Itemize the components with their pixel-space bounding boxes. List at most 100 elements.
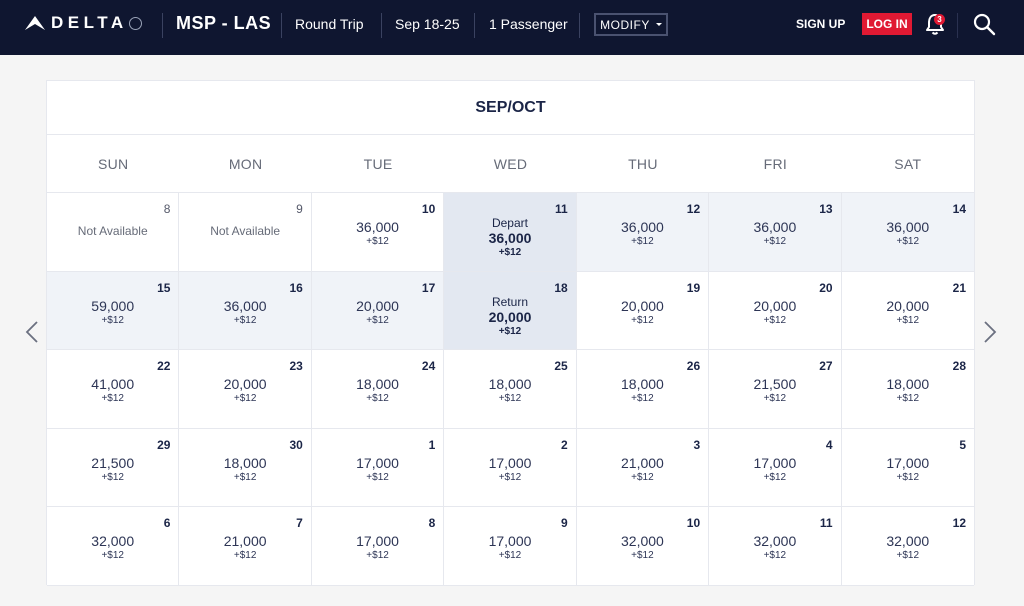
divider — [162, 13, 163, 38]
calendar-day-selected[interactable]: 11 Depart 36,000 +$12 — [444, 193, 577, 272]
taxes-fees: +$12 — [631, 550, 654, 561]
weekday-wed: WED — [493, 155, 528, 172]
sign-up-link[interactable]: SIGN UP — [796, 17, 846, 31]
calendar-day[interactable]: 19 20,000 +$12 — [576, 271, 710, 350]
divider — [579, 13, 580, 38]
calendar-day[interactable]: 12 32,000 +$12 — [841, 507, 974, 586]
delta-logo[interactable]: DELTA — [25, 13, 142, 33]
taxes-fees: +$12 — [366, 314, 389, 326]
calendar-day[interactable]: 6 32,000 +$12 — [47, 507, 180, 586]
calendar-day[interactable]: 17 20,000 +$12 — [311, 271, 445, 350]
taxes-fees: +$12 — [101, 393, 124, 404]
calendar-day[interactable]: 23 20,000 +$12 — [179, 350, 312, 429]
calendar-day[interactable]: 27 21,500 +$12 — [709, 350, 842, 429]
taxes-fees: +$12 — [896, 314, 920, 326]
day-number: 27 — [819, 359, 833, 373]
day-number: 17 — [421, 280, 436, 295]
taxes-fees: +$12 — [233, 314, 257, 326]
miles-price: 59,000 — [91, 297, 135, 314]
taxes-fees: +$12 — [896, 393, 920, 404]
calendar-day-selected[interactable]: 18 Return 20,000 +$12 — [444, 271, 577, 350]
fare-info: 21,500 +$12 — [709, 376, 840, 405]
calendar-day[interactable]: 10 36,000 +$12 — [311, 193, 445, 272]
calendar-day[interactable]: 13 36,000 +$12 — [709, 193, 842, 272]
fare-info: 18,000 +$12 — [312, 376, 443, 405]
calendar-day[interactable]: 10 32,000 +$12 — [576, 507, 710, 586]
calendar-day[interactable]: 25 18,000 +$12 — [444, 350, 577, 429]
day-number: 12 — [686, 202, 701, 216]
calendar-day[interactable]: 5 17,000 +$12 — [841, 428, 974, 507]
day-number: 21 — [952, 280, 966, 295]
calendar-day[interactable]: 3 21,000 +$12 — [576, 428, 710, 507]
miles-price: 36,000 — [886, 219, 930, 235]
top-nav-bar: DELTA MSP - LAS Round Trip Sep 18-25 1 P… — [0, 0, 1024, 55]
calendar-day[interactable]: 22 41,000 +$12 — [47, 350, 180, 429]
taxes-fees: +$12 — [498, 471, 522, 483]
calendar-day[interactable]: 24 18,000 +$12 — [311, 350, 445, 429]
calendar-day[interactable]: 11 32,000 +$12 — [709, 507, 842, 586]
miles-price: 32,000 — [91, 533, 135, 549]
calendar-day[interactable]: 16 36,000 +$12 — [179, 271, 312, 350]
fare-info: Return 20,000 +$12 — [444, 295, 575, 338]
taxes-fees: +$12 — [498, 550, 522, 561]
calendar-day[interactable]: 28 18,000 +$12 — [841, 350, 974, 429]
chevron-left-icon[interactable] — [24, 320, 40, 344]
day-number: 30 — [289, 437, 303, 452]
day-number: 3 — [693, 437, 701, 452]
calendar-day[interactable]: 29 21,500 +$12 — [47, 428, 180, 507]
brand-name: DELTA — [51, 13, 128, 32]
miles-price: 20,000 — [886, 297, 930, 314]
chevron-right-icon[interactable] — [982, 320, 998, 344]
miles-price: 17,000 — [753, 454, 797, 471]
day-number: 8 — [163, 202, 171, 216]
calendar-day[interactable]: 26 18,000 +$12 — [576, 350, 710, 429]
fare-info: 36,000 +$12 — [709, 219, 840, 248]
calendar-day[interactable]: 14 36,000 +$12 — [841, 193, 974, 272]
taxes-fees: +$12 — [763, 236, 787, 247]
day-number: 26 — [686, 359, 701, 373]
calendar-day[interactable]: 15 59,000 +$12 — [47, 271, 180, 350]
weekday-mon: MON — [228, 155, 263, 172]
fare-info: 17,000 +$12 — [842, 455, 974, 484]
calendar-day[interactable]: 8 17,000 +$12 — [311, 507, 445, 586]
calendar-day[interactable]: 12 36,000 +$12 — [576, 193, 710, 272]
miles-price: 32,000 — [621, 533, 664, 549]
fare-info: 20,000 +$12 — [179, 376, 310, 405]
day-number: 11 — [819, 516, 833, 530]
calendar-day[interactable]: 9 17,000 +$12 — [444, 507, 577, 586]
calendar-day[interactable]: 30 18,000 +$12 — [179, 428, 312, 507]
taxes-fees: +$12 — [366, 236, 389, 247]
taxes-fees: +$12 — [498, 325, 522, 337]
calendar-day-unavailable: 9 Not Available — [179, 193, 312, 272]
calendar-day[interactable]: 2 17,000 +$12 — [444, 428, 577, 507]
day-number: 16 — [289, 280, 303, 295]
fare-info: 32,000 +$12 — [842, 533, 974, 562]
fare-info: 32,000 +$12 — [709, 533, 840, 562]
day-number: 2 — [561, 437, 568, 452]
modify-search-button[interactable]: MODIFY — [594, 13, 668, 36]
miles-price: 20,000 — [753, 297, 797, 314]
fare-info: 17,000 +$12 — [312, 533, 443, 562]
day-number: 14 — [952, 202, 966, 216]
calendar-day[interactable]: 4 17,000 +$12 — [709, 428, 842, 507]
trip-type: Round Trip — [295, 16, 364, 32]
miles-price: 36,000 — [621, 219, 664, 235]
taxes-fees: +$12 — [631, 236, 654, 247]
day-number: 20 — [819, 280, 833, 295]
day-number: 24 — [421, 359, 436, 373]
calendar-day[interactable]: 1 17,000 +$12 — [311, 428, 445, 507]
fare-info: 20,000 +$12 — [312, 298, 443, 327]
miles-price: 20,000 — [223, 376, 267, 392]
calendar-day[interactable]: 20 20,000 +$12 — [709, 271, 842, 350]
miles-price: 18,000 — [488, 376, 532, 392]
search-icon[interactable] — [972, 12, 996, 36]
calendar-day[interactable]: 21 20,000 +$12 — [841, 271, 974, 350]
calendar-day[interactable]: 7 21,000 +$12 — [179, 507, 312, 586]
fare-info: 21,000 +$12 — [577, 455, 708, 484]
award-calendar: SEP/OCT SUN MON TUE WED THU FRI SAT 8 Not Avail… — [46, 80, 975, 586]
day-number: 25 — [554, 359, 568, 373]
fare-info: 32,000 +$12 — [577, 533, 708, 562]
log-in-button[interactable]: LOG IN — [862, 13, 912, 35]
fare-info: 41,000 +$12 — [47, 376, 178, 405]
caret-down-icon — [655, 23, 662, 26]
